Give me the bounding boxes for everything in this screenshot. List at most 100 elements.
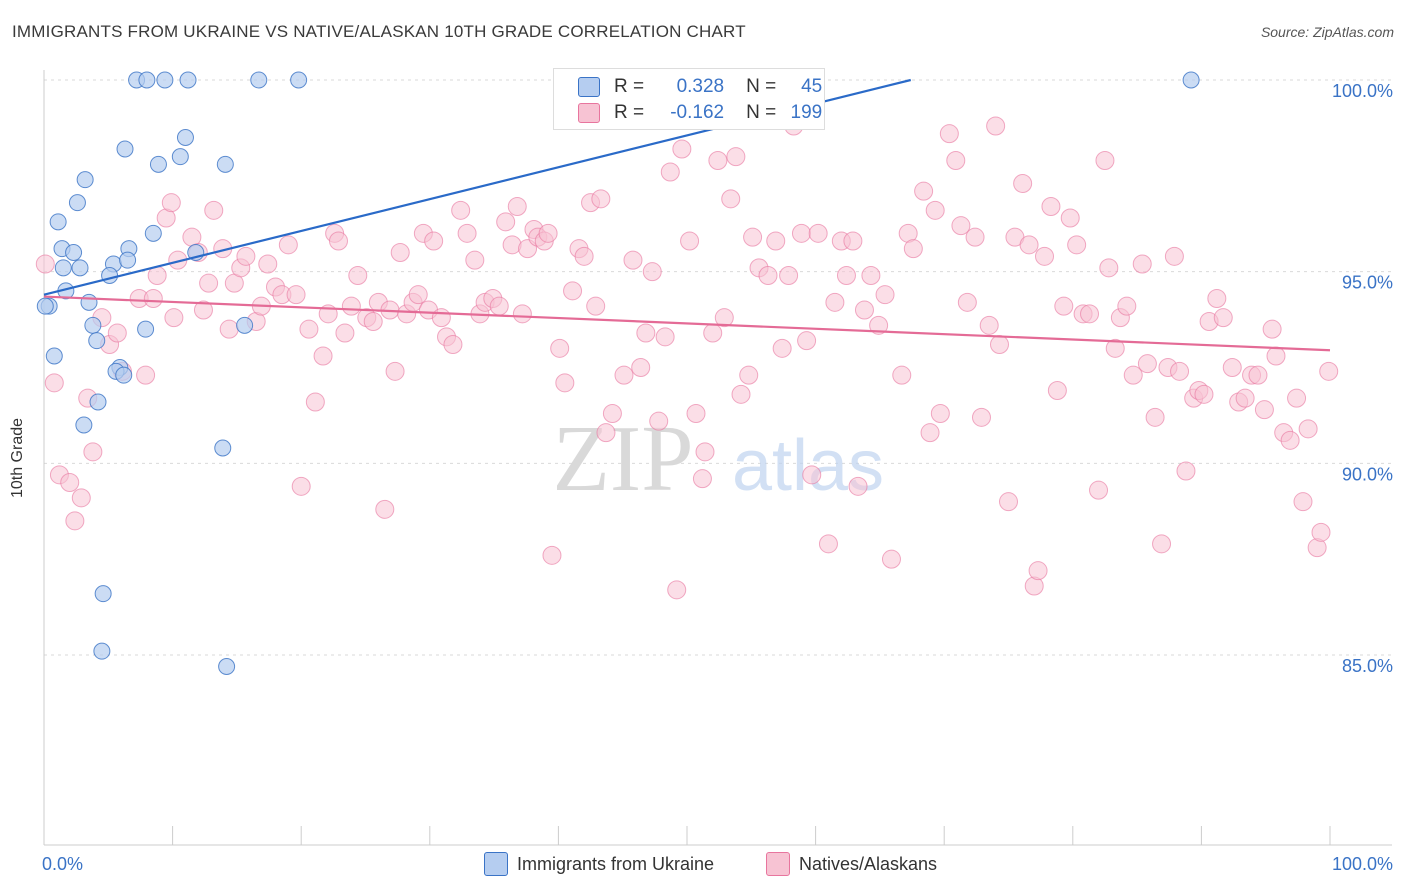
- data-point-pink: [1298, 419, 1318, 439]
- data-point-pink: [939, 124, 959, 144]
- data-point-pink: [496, 212, 516, 232]
- data-point-pink: [946, 151, 966, 170]
- data-point-pink: [1213, 308, 1233, 328]
- data-point-pink: [903, 239, 923, 259]
- data-point-pink: [164, 308, 184, 328]
- data-point-pink: [655, 327, 675, 347]
- bottom-legend-label-pink: Natives/Alaskans: [799, 853, 938, 874]
- data-point-pink: [797, 331, 817, 351]
- legend-r-label: R =: [614, 102, 645, 123]
- data-point-pink: [1105, 338, 1125, 358]
- data-point-blue: [216, 155, 234, 173]
- data-point-pink: [1164, 246, 1184, 266]
- data-point-blue: [138, 71, 156, 89]
- data-point-pink: [236, 246, 256, 266]
- data-point-pink: [563, 281, 583, 301]
- data-point-pink: [708, 151, 728, 170]
- data-point-blue: [101, 267, 119, 284]
- data-point-blue: [236, 316, 254, 334]
- data-point-blue: [94, 585, 112, 603]
- data-point-blue: [89, 393, 107, 411]
- data-point-pink: [375, 499, 395, 519]
- data-point-pink: [892, 365, 912, 385]
- data-point-pink: [107, 323, 127, 343]
- data-point-pink: [854, 300, 874, 320]
- data-point-blue: [1182, 71, 1200, 89]
- data-point-pink: [408, 285, 428, 305]
- data-point-blue: [144, 224, 162, 242]
- data-point-pink: [779, 266, 799, 285]
- data-point-pink: [136, 365, 156, 385]
- data-point-pink: [808, 223, 828, 243]
- data-point-pink: [1248, 365, 1268, 385]
- data-point-pink: [424, 231, 444, 251]
- data-point-pink: [596, 423, 616, 443]
- data-point-blue: [65, 244, 83, 261]
- data-point-pink: [614, 365, 634, 385]
- data-point-pink: [1095, 151, 1115, 170]
- legend-row-blue: R = 0.328 N = 45: [578, 75, 822, 99]
- data-point-blue: [49, 213, 67, 231]
- data-point-pink: [881, 549, 901, 569]
- data-point-pink: [1262, 319, 1282, 339]
- data-point-pink: [636, 323, 656, 343]
- data-point-pink: [574, 246, 594, 266]
- data-point-blue: [137, 320, 155, 338]
- data-point-pink: [1170, 361, 1190, 381]
- data-point-blue: [149, 155, 167, 173]
- series-immigrants-from-ukraine: [36, 71, 1200, 675]
- chart-title: IMMIGRANTS FROM UKRAINE VS NATIVE/ALASKA…: [12, 22, 746, 41]
- data-point-pink: [65, 511, 85, 531]
- data-point-blue: [54, 259, 72, 277]
- data-point-pink: [457, 223, 477, 243]
- data-point-pink: [1266, 346, 1286, 366]
- data-point-pink: [1235, 388, 1255, 408]
- data-point-pink: [667, 580, 687, 600]
- data-point-pink: [1176, 461, 1196, 481]
- data-point-blue: [176, 129, 194, 146]
- data-point-pink: [83, 442, 103, 462]
- bottom-legend-label-blue: Immigrants from Ukraine: [517, 853, 715, 874]
- data-point-pink: [695, 442, 715, 462]
- data-point-blue: [119, 251, 137, 269]
- data-point-pink: [971, 407, 991, 427]
- data-point-blue: [93, 642, 111, 660]
- source-label: Source: ZipAtlas.com: [1260, 24, 1394, 40]
- data-point-pink: [60, 473, 80, 492]
- data-point-pink: [1319, 361, 1339, 381]
- data-point-pink: [1222, 358, 1242, 377]
- data-point-pink: [979, 315, 999, 335]
- data-point-blue: [218, 658, 236, 675]
- data-point-pink: [660, 162, 680, 182]
- data-point-blue: [250, 71, 268, 89]
- data-point-pink: [802, 465, 822, 485]
- legend-swatch-pink: [578, 103, 600, 123]
- legend-r-value-pink: -0.162: [670, 102, 725, 123]
- legend-n-value-blue: 45: [801, 76, 823, 97]
- correlation-legend: R = 0.328 N = 45 R = -0.162 N = 199: [553, 68, 825, 130]
- data-point-pink: [1080, 304, 1100, 324]
- data-point-pink: [199, 273, 219, 293]
- data-point-pink: [258, 254, 278, 274]
- data-point-pink: [925, 200, 945, 220]
- data-point-blue: [75, 416, 93, 434]
- data-point-pink: [999, 492, 1018, 512]
- legend-swatch-blue: [578, 77, 600, 97]
- data-point-blue: [290, 71, 308, 89]
- data-point-pink: [869, 315, 889, 335]
- data-point-pink: [451, 200, 471, 220]
- data-point-pink: [1035, 246, 1055, 266]
- data-point-blue: [115, 366, 133, 384]
- data-point-pink: [843, 231, 863, 251]
- data-point-pink: [465, 250, 485, 270]
- data-point-pink: [692, 469, 712, 489]
- data-point-pink: [193, 300, 213, 320]
- data-point-pink: [489, 296, 509, 316]
- data-point-pink: [861, 266, 881, 285]
- data-point-pink: [836, 266, 856, 285]
- data-point-pink: [951, 216, 971, 236]
- data-point-blue: [68, 194, 86, 212]
- data-point-pink: [1132, 254, 1152, 274]
- data-point-blue: [76, 171, 94, 189]
- data-point-blue: [171, 148, 189, 166]
